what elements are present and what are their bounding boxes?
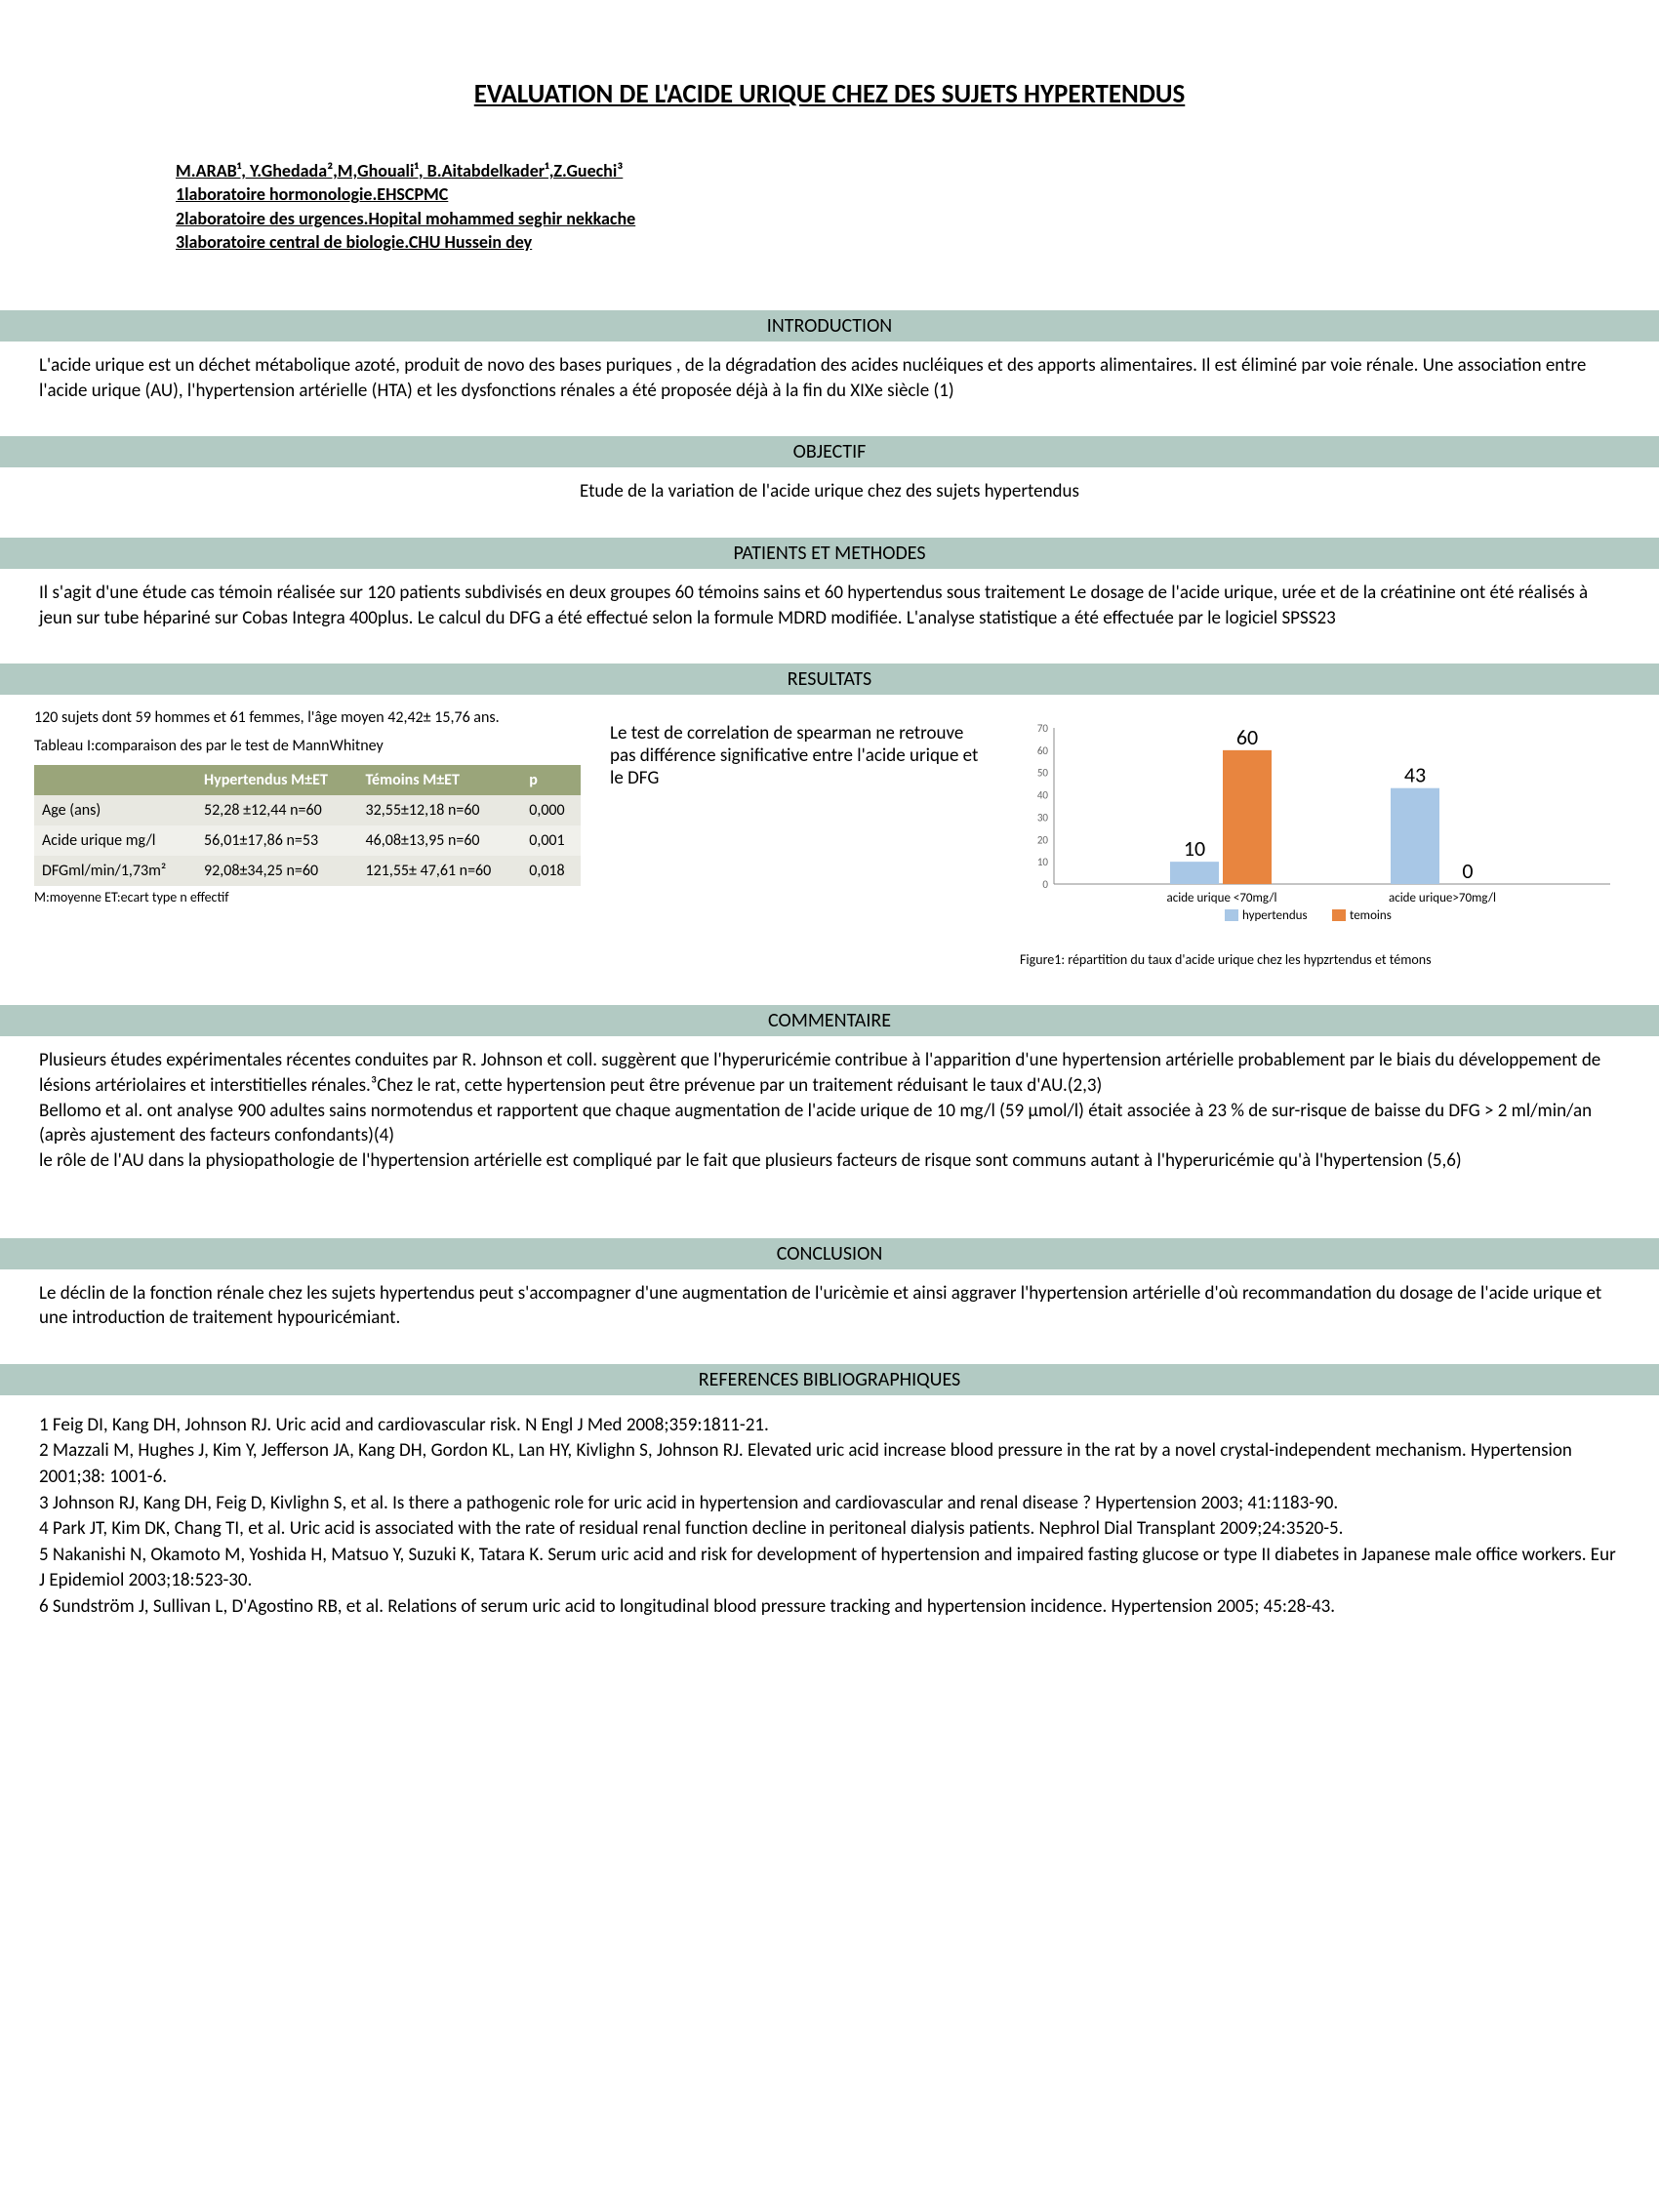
- commentaire-text: Plusieurs études expérimentales récentes…: [0, 1042, 1659, 1179]
- authors-block: M.ARAB¹, Y.Ghedada²,M,Ghouali¹, B.Aitabd…: [0, 149, 1659, 283]
- figure-caption: Figure1: répartition du taux d'acide uri…: [1010, 951, 1625, 968]
- bar: [1170, 863, 1219, 885]
- svg-text:60: 60: [1037, 744, 1049, 757]
- svg-text:acide urique>70mg/l: acide urique>70mg/l: [1389, 891, 1496, 905]
- references-list: 1 Feig DI, Kang DH, Johnson RJ. Uric aci…: [0, 1401, 1659, 1632]
- results-area: 120 sujets dont 59 hommes et 61 femmes, …: [0, 701, 1659, 978]
- table-header-cell: Témoins M±ET: [358, 765, 522, 795]
- svg-text:acide urique <70mg/l: acide urique <70mg/l: [1167, 891, 1277, 905]
- svg-text:10: 10: [1037, 857, 1049, 869]
- affiliation-1: 1laboratoire hormonologie.EHSCPMC: [176, 182, 1659, 206]
- reference-item: 6 Sundström J, Sullivan L, D'Agostino RB…: [39, 1594, 1620, 1621]
- table-caption: Tableau I:comparaison des par le test de…: [34, 737, 581, 757]
- conclusion-text: Le déclin de la fonction rénale chez les…: [0, 1275, 1659, 1337]
- svg-text:hypertendus: hypertendus: [1242, 908, 1308, 923]
- svg-text:temoins: temoins: [1350, 908, 1392, 923]
- svg-text:0: 0: [1462, 858, 1473, 884]
- bar: [1391, 788, 1439, 884]
- svg-text:43: 43: [1404, 762, 1426, 788]
- svg-text:20: 20: [1037, 834, 1049, 847]
- affiliation-2: 2laboratoire des urgences.Hopital mohamm…: [176, 207, 1659, 230]
- table-cell: Acide urique mg/l: [34, 825, 196, 856]
- table-header-cell: p: [521, 765, 581, 795]
- table-row: Age (ans)52,28 ±12,44 n=6032,55±12,18 n=…: [34, 795, 581, 825]
- table-footnote: M:moyenne ET:ecart type n effectif: [34, 889, 581, 905]
- reference-item: 4 Park JT, Kim DK, Chang TI, et al. Uric…: [39, 1516, 1620, 1543]
- table-row: Acide urique mg/l56,01±17,86 n=5346,08±1…: [34, 825, 581, 856]
- svg-text:50: 50: [1037, 767, 1049, 780]
- reference-item: 3 Johnson RJ, Kang DH, Feig D, Kivlighn …: [39, 1491, 1620, 1517]
- table-cell: 0,001: [521, 825, 581, 856]
- table-header-cell: [34, 765, 196, 795]
- svg-text:70: 70: [1037, 722, 1049, 735]
- table-cell: 0,000: [521, 795, 581, 825]
- svg-text:30: 30: [1037, 812, 1049, 824]
- table-cell: 121,55± 47,61 n=60: [358, 856, 522, 886]
- results-table: Hypertendus M±ETTémoins M±ETp Age (ans)5…: [34, 765, 581, 886]
- cohort-text: 120 sujets dont 59 hommes et 61 femmes, …: [34, 708, 581, 729]
- table-cell: DFGml/min/1,73m²: [34, 856, 196, 886]
- spearman-text: Le test de correlation de spearman ne re…: [610, 708, 981, 968]
- table-cell: 32,55±12,18 n=60: [358, 795, 522, 825]
- methods-text: Il s'agit d'une étude cas témoin réalisé…: [0, 575, 1659, 636]
- authors-line: M.ARAB¹, Y.Ghedada²,M,Ghouali¹, B.Aitabd…: [176, 159, 1659, 182]
- table-cell: 56,01±17,86 n=53: [196, 825, 357, 856]
- table-cell: 52,28 ±12,44 n=60: [196, 795, 357, 825]
- table-cell: 46,08±13,95 n=60: [358, 825, 522, 856]
- affiliation-3: 3laboratoire central de biologie.CHU Hus…: [176, 230, 1659, 254]
- bar: [1223, 750, 1272, 884]
- reference-item: 2 Mazzali M, Hughes J, Kim Y, Jefferson …: [39, 1438, 1620, 1490]
- section-header-references: REFERENCES BIBLIOGRAPHIQUES: [0, 1364, 1659, 1395]
- section-header-methods: PATIENTS ET METHODES: [0, 538, 1659, 569]
- reference-item: 1 Feig DI, Kang DH, Johnson RJ. Uric aci…: [39, 1413, 1620, 1439]
- table-cell: Age (ans): [34, 795, 196, 825]
- bar-chart: 0 10 20 30 40 50 60 70 10 60 acide urique <70mg/l 4…: [1010, 708, 1625, 947]
- section-header-resultats: RESULTATS: [0, 664, 1659, 695]
- svg-text:40: 40: [1037, 789, 1049, 802]
- page-title: EVALUATION DE L'ACIDE URIQUE CHEZ DES SU…: [0, 0, 1659, 149]
- table-row: DFGml/min/1,73m²92,08±34,25 n=60121,55± …: [34, 856, 581, 886]
- svg-text:0: 0: [1042, 878, 1048, 891]
- section-header-commentaire: COMMENTAIRE: [0, 1005, 1659, 1036]
- table-header-cell: Hypertendus M±ET: [196, 765, 357, 795]
- svg-text:10: 10: [1184, 836, 1205, 863]
- section-header-conclusion: CONCLUSION: [0, 1238, 1659, 1269]
- reference-item: 5 Nakanishi N, Okamoto M, Yoshida H, Mat…: [39, 1543, 1620, 1594]
- table-cell: 92,08±34,25 n=60: [196, 856, 357, 886]
- section-header-introduction: INTRODUCTION: [0, 310, 1659, 342]
- objectif-text: Etude de la variation de l'acide urique …: [0, 473, 1659, 510]
- table-cell: 0,018: [521, 856, 581, 886]
- introduction-text: L'acide urique est un déchet métabolique…: [0, 347, 1659, 409]
- section-header-objectif: OBJECTIF: [0, 436, 1659, 467]
- svg-text:60: 60: [1236, 724, 1258, 750]
